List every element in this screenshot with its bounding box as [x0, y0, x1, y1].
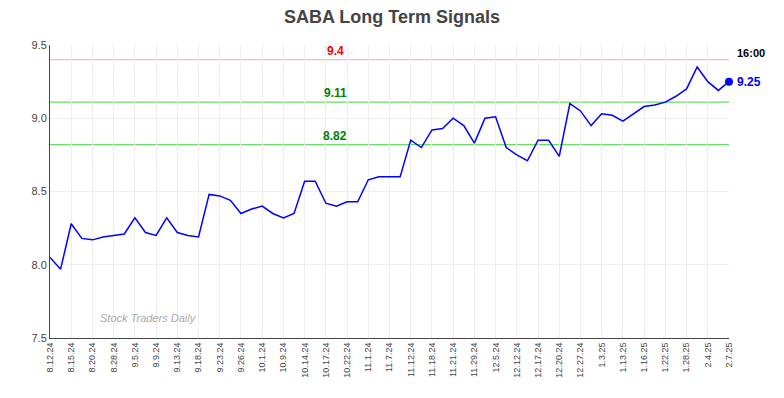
svg-text:1.28.25: 1.28.25 — [681, 343, 691, 373]
svg-text:9.4: 9.4 — [327, 44, 344, 58]
svg-text:10.22.24: 10.22.24 — [342, 343, 352, 378]
svg-text:1.13.25: 1.13.25 — [618, 343, 628, 373]
svg-text:8.0: 8.0 — [32, 259, 47, 271]
svg-text:9.25: 9.25 — [737, 75, 761, 89]
svg-text:1.3.25: 1.3.25 — [597, 343, 607, 368]
svg-text:12.5.24: 12.5.24 — [491, 343, 501, 373]
svg-text:1.22.25: 1.22.25 — [660, 343, 670, 373]
svg-text:8.15.24: 8.15.24 — [66, 343, 76, 373]
svg-text:11.18.24: 11.18.24 — [427, 343, 437, 377]
svg-text:12.20.24: 12.20.24 — [554, 343, 564, 378]
svg-text:12.17.24: 12.17.24 — [533, 343, 543, 378]
svg-text:8.20.24: 8.20.24 — [87, 343, 97, 373]
svg-text:8.82: 8.82 — [323, 129, 347, 143]
svg-text:11.7.24: 11.7.24 — [384, 343, 394, 372]
svg-text:SABA Long Term Signals: SABA Long Term Signals — [284, 7, 500, 27]
svg-text:10.17.24: 10.17.24 — [321, 343, 331, 378]
svg-text:16:00: 16:00 — [737, 47, 765, 59]
svg-text:8.5: 8.5 — [32, 185, 47, 197]
svg-text:9.23.24: 9.23.24 — [215, 343, 225, 373]
svg-text:2.7.25: 2.7.25 — [724, 343, 734, 368]
svg-text:8.12.24: 8.12.24 — [45, 343, 55, 373]
svg-text:11.21.24: 11.21.24 — [448, 343, 458, 377]
svg-text:Stock Traders Daily: Stock Traders Daily — [100, 312, 197, 324]
svg-text:11.29.24: 11.29.24 — [469, 343, 479, 377]
svg-text:9.5: 9.5 — [32, 39, 47, 51]
svg-text:12.12.24: 12.12.24 — [512, 343, 522, 378]
svg-text:10.1.24: 10.1.24 — [257, 343, 267, 373]
svg-text:9.11: 9.11 — [324, 86, 347, 100]
svg-text:7.5: 7.5 — [32, 332, 47, 344]
svg-text:11.1.24: 11.1.24 — [363, 343, 373, 372]
svg-text:9.5.24: 9.5.24 — [130, 343, 140, 368]
svg-text:8.28.24: 8.28.24 — [109, 343, 119, 373]
svg-text:9.0: 9.0 — [32, 112, 47, 124]
svg-text:10.9.24: 10.9.24 — [278, 343, 288, 373]
svg-text:9.9.24: 9.9.24 — [151, 343, 161, 368]
svg-text:11.12.24: 11.12.24 — [406, 343, 416, 377]
svg-text:10.14.24: 10.14.24 — [300, 343, 310, 378]
svg-text:2.4.25: 2.4.25 — [703, 343, 713, 368]
svg-text:9.18.24: 9.18.24 — [193, 343, 203, 373]
svg-text:9.26.24: 9.26.24 — [236, 343, 246, 373]
svg-text:1.16.25: 1.16.25 — [639, 343, 649, 373]
svg-text:9.13.24: 9.13.24 — [172, 343, 182, 373]
svg-text:12.27.24: 12.27.24 — [575, 343, 585, 378]
